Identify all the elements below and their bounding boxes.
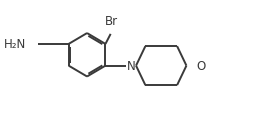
Text: Br: Br (105, 15, 119, 28)
Text: O: O (196, 60, 205, 72)
Text: H₂N: H₂N (4, 38, 26, 51)
Text: N: N (127, 60, 136, 72)
